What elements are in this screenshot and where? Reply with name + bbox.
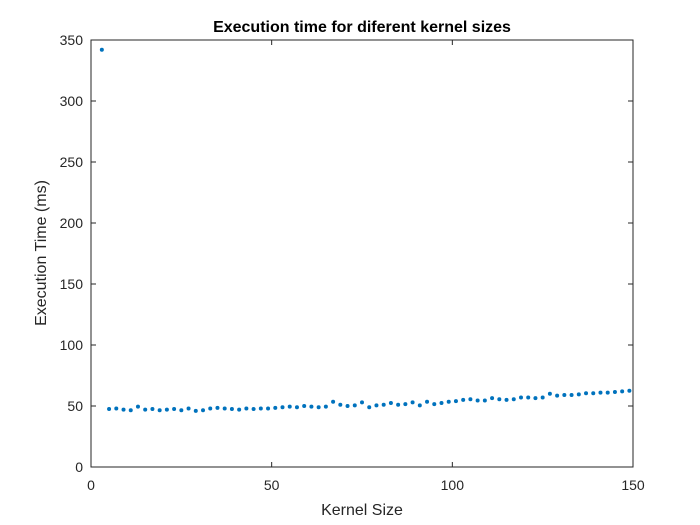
y-axis-label: Execution Time (ms) xyxy=(33,180,50,326)
data-point xyxy=(121,407,126,412)
data-point xyxy=(511,397,516,402)
data-point xyxy=(410,400,415,405)
data-point xyxy=(352,403,357,408)
x-tick-label: 100 xyxy=(441,477,465,493)
data-point xyxy=(482,398,487,403)
data-point xyxy=(345,404,350,408)
data-point xyxy=(229,407,234,412)
y-tick-label: 100 xyxy=(60,337,84,353)
data-points xyxy=(99,47,632,413)
data-point xyxy=(99,47,104,52)
data-point xyxy=(446,399,451,404)
data-point xyxy=(273,405,278,410)
data-point xyxy=(323,404,328,409)
x-tick-label: 50 xyxy=(264,477,280,493)
data-point xyxy=(526,395,531,400)
y-tick-label: 250 xyxy=(60,154,84,170)
data-point xyxy=(201,408,206,413)
data-point xyxy=(186,406,191,411)
data-point xyxy=(403,402,408,407)
data-point xyxy=(620,389,625,394)
data-point xyxy=(504,397,509,402)
data-point xyxy=(612,389,617,394)
data-point xyxy=(360,400,364,405)
data-point xyxy=(107,407,112,412)
data-point xyxy=(172,407,177,412)
data-point xyxy=(114,406,119,411)
data-point xyxy=(251,407,256,412)
data-point xyxy=(338,402,343,407)
data-point xyxy=(215,405,220,410)
y-tick-label: 300 xyxy=(60,93,84,109)
data-point xyxy=(461,397,466,402)
data-point xyxy=(331,399,336,404)
data-point xyxy=(179,408,184,413)
data-point xyxy=(468,397,473,402)
data-point xyxy=(367,405,372,410)
data-point xyxy=(584,391,589,396)
data-point xyxy=(164,407,169,412)
data-point xyxy=(627,388,632,393)
data-point xyxy=(425,399,430,404)
data-point xyxy=(381,402,386,407)
data-point xyxy=(417,403,422,408)
data-point xyxy=(453,399,458,404)
data-point xyxy=(540,395,545,400)
data-point xyxy=(193,408,198,413)
data-point xyxy=(396,402,401,407)
data-point xyxy=(576,392,581,397)
data-point xyxy=(562,393,567,398)
y-tick-label: 50 xyxy=(67,398,83,414)
y-tick-label: 150 xyxy=(60,276,84,292)
data-point xyxy=(222,406,227,411)
data-point xyxy=(497,397,502,402)
data-point xyxy=(432,402,437,407)
data-point xyxy=(157,408,162,413)
y-tick-label: 0 xyxy=(75,459,83,475)
data-point xyxy=(605,390,610,395)
data-point xyxy=(374,403,379,408)
data-point xyxy=(302,404,307,408)
data-point xyxy=(287,404,292,409)
data-point xyxy=(237,407,242,412)
y-tick-label: 200 xyxy=(60,215,84,231)
x-tick-label: 150 xyxy=(621,477,645,493)
data-point xyxy=(591,391,596,396)
data-point xyxy=(208,406,213,411)
axis-ticks: 0 50 100 150 0 50 100 150 200 250 300 350 xyxy=(60,32,645,493)
data-point xyxy=(128,408,133,413)
data-point xyxy=(316,405,321,410)
data-point xyxy=(439,400,444,405)
data-point xyxy=(555,393,560,398)
x-axis-label: Kernel Size xyxy=(321,502,403,519)
x-tick-label: 0 xyxy=(87,477,95,493)
data-point xyxy=(294,405,299,410)
data-point xyxy=(598,390,603,395)
data-point xyxy=(135,404,140,409)
data-point xyxy=(150,407,155,412)
y-tick-label: 350 xyxy=(60,32,84,48)
data-point xyxy=(244,406,249,411)
data-point xyxy=(569,393,574,398)
data-point xyxy=(309,404,314,409)
data-point xyxy=(490,396,495,401)
data-point xyxy=(547,391,552,396)
data-point xyxy=(143,407,148,412)
data-point xyxy=(266,406,271,411)
data-point xyxy=(258,406,263,411)
data-point xyxy=(388,400,393,405)
chart-title: Execution time for diferent kernel sizes xyxy=(213,19,511,36)
data-point xyxy=(475,398,480,403)
data-point xyxy=(533,396,538,401)
data-point xyxy=(518,395,523,400)
data-point xyxy=(280,405,285,410)
